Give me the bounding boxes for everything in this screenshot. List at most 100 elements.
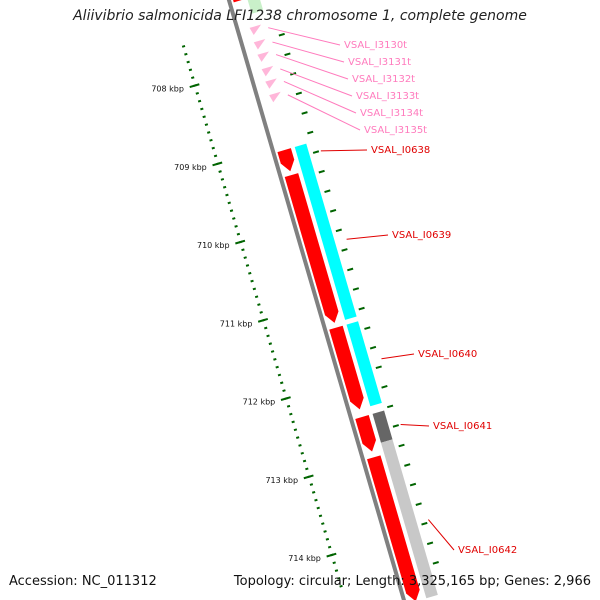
scale-minor-tick bbox=[321, 522, 325, 526]
trna-feature bbox=[269, 91, 281, 103]
scale-minor-tick bbox=[252, 287, 257, 291]
track-minor-tick bbox=[392, 424, 400, 428]
scale-minor-tick bbox=[218, 170, 222, 173]
scale-minor-tick bbox=[250, 279, 254, 283]
trna-label-leader bbox=[287, 94, 361, 131]
track-minor-tick bbox=[341, 248, 348, 252]
cds-label-leader bbox=[427, 519, 455, 551]
track-minor-tick bbox=[386, 404, 394, 409]
scale-minor-tick bbox=[211, 146, 215, 150]
scale-minor-tick bbox=[316, 506, 320, 510]
scale-minor-tick bbox=[314, 498, 318, 502]
cds-feature bbox=[284, 173, 339, 323]
cds-label-leader bbox=[400, 423, 430, 427]
trna-label-leader bbox=[283, 80, 357, 114]
cds-label: VSAL_I0638 bbox=[371, 145, 430, 156]
scale-minor-tick bbox=[268, 342, 273, 346]
cds-feature bbox=[355, 415, 376, 452]
scale-minor-tick bbox=[190, 76, 195, 80]
scale-tick-label: 713 kbp bbox=[265, 476, 298, 485]
scale-minor-tick bbox=[334, 569, 339, 572]
scale-minor-tick bbox=[232, 217, 236, 220]
scale-minor-tick bbox=[234, 224, 238, 228]
trna-feature bbox=[253, 38, 266, 50]
scale-minor-tick bbox=[200, 107, 204, 111]
track-minor-tick bbox=[398, 443, 405, 448]
scale-minor-tick bbox=[327, 545, 332, 549]
scale-minor-tick bbox=[264, 326, 268, 330]
track-minor-tick bbox=[381, 385, 388, 389]
track-minor-tick bbox=[369, 345, 377, 350]
scale-major-tick bbox=[189, 83, 200, 89]
scale-minor-tick bbox=[325, 537, 330, 541]
cds-label-leader bbox=[320, 149, 368, 152]
track-minor-tick bbox=[295, 91, 303, 96]
scale-minor-tick bbox=[220, 178, 225, 181]
scale-minor-tick bbox=[209, 138, 213, 142]
scale-minor-tick bbox=[273, 357, 277, 361]
scale-minor-tick bbox=[241, 248, 245, 252]
dark-gray-track-band bbox=[372, 410, 393, 443]
trna-label-leader bbox=[280, 68, 353, 97]
light-gray-track-band bbox=[380, 439, 438, 599]
scale-minor-tick bbox=[275, 365, 279, 369]
scale-minor-tick bbox=[289, 412, 293, 416]
cds-label: VSAL_I0641 bbox=[433, 421, 492, 432]
track-minor-tick bbox=[432, 561, 439, 565]
scale-minor-tick bbox=[243, 256, 247, 260]
trna-label-leader bbox=[268, 27, 341, 46]
trna-label: VSAL_I3132t bbox=[352, 74, 415, 85]
scale-major-tick bbox=[257, 317, 269, 323]
track-minor-tick bbox=[415, 502, 422, 506]
scale-minor-tick bbox=[286, 404, 291, 408]
track-minor-tick bbox=[421, 521, 428, 526]
track-minor-tick bbox=[375, 365, 382, 370]
scale-minor-tick bbox=[318, 514, 323, 518]
scale-minor-tick bbox=[245, 264, 250, 267]
cyan-track-band bbox=[294, 143, 357, 320]
trna-label-leader bbox=[275, 54, 349, 80]
track-minor-tick bbox=[409, 482, 417, 487]
scale-major-tick bbox=[303, 474, 314, 480]
track-minor-tick bbox=[284, 52, 291, 57]
scale-minor-tick bbox=[188, 68, 193, 72]
scale-minor-tick bbox=[279, 381, 284, 385]
track-minor-tick bbox=[426, 541, 434, 546]
scale-tick-label: 711 kbp bbox=[220, 319, 253, 328]
top-green-fragment bbox=[247, 0, 264, 14]
track-minor-tick bbox=[329, 208, 337, 213]
scale-minor-tick bbox=[339, 584, 343, 588]
trna-feature bbox=[261, 65, 274, 77]
cds-label: VSAL_I0639 bbox=[392, 230, 451, 241]
scale-minor-tick bbox=[332, 561, 336, 565]
scale-minor-tick bbox=[213, 154, 218, 158]
scale-minor-tick bbox=[197, 99, 202, 103]
scale-minor-tick bbox=[293, 428, 298, 432]
scale-minor-tick bbox=[270, 350, 275, 353]
track-minor-tick bbox=[347, 267, 354, 272]
scale-tick-label: 712 kbp bbox=[243, 398, 276, 407]
scale-major-tick bbox=[235, 239, 246, 245]
track-minor-tick bbox=[307, 130, 314, 135]
scale-minor-tick bbox=[298, 444, 302, 447]
scale-minor-tick bbox=[305, 467, 309, 471]
trna-label: VSAL_I3134t bbox=[360, 108, 423, 119]
scale-minor-tick bbox=[282, 389, 286, 393]
track-minor-tick bbox=[312, 150, 320, 154]
scale-minor-tick bbox=[337, 577, 341, 580]
cds-feature bbox=[329, 325, 364, 410]
genome-summary-text: Topology: circular; Length: 3,325,165 bp… bbox=[233, 574, 591, 589]
trna-label: VSAL_I3133t bbox=[356, 91, 419, 102]
scale-minor-tick bbox=[204, 123, 209, 127]
scale-minor-tick bbox=[259, 311, 263, 314]
track-minor-tick bbox=[335, 228, 342, 233]
scale-minor-tick bbox=[295, 436, 300, 439]
trna-label-leader bbox=[272, 41, 345, 63]
scale-minor-tick bbox=[323, 530, 327, 533]
scale-minor-tick bbox=[302, 459, 307, 463]
scale-minor-tick bbox=[202, 115, 206, 119]
top-cds-fragment bbox=[233, 0, 242, 3]
cds-label-leader bbox=[346, 234, 389, 240]
